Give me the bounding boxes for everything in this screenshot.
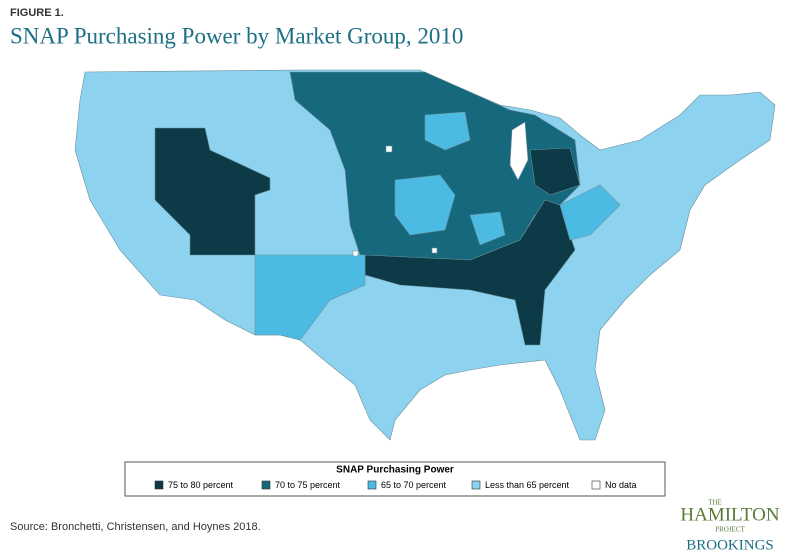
legend-label: 70 to 75 percent: [275, 480, 341, 490]
logo-project: PROJECT: [715, 526, 745, 534]
figure-label: FIGURE 1.: [10, 7, 64, 19]
region: [289, 71, 581, 261]
region: [394, 174, 456, 236]
legend-swatch: [471, 480, 481, 490]
logo: THE HAMILTON PROJECT BROOKINGS: [680, 499, 780, 554]
region: [431, 247, 438, 254]
legend-label: No data: [605, 480, 637, 490]
legend-label: Less than 65 percent: [485, 480, 570, 490]
region: [529, 147, 581, 196]
lake: [509, 121, 529, 181]
map: [74, 69, 776, 441]
region: [385, 145, 393, 153]
legend: SNAP Purchasing Power 75 to 80 percent 70…: [124, 461, 666, 497]
region: [559, 184, 621, 241]
legend-label: 75 to 80 percent: [168, 480, 234, 490]
legend-swatch: [154, 480, 164, 490]
region: [254, 254, 366, 341]
legend-swatch: [367, 480, 377, 490]
legend-box: [124, 461, 666, 497]
region: [424, 111, 471, 151]
logo-brookings: BROOKINGS: [686, 537, 774, 553]
title: SNAP Purchasing Power by Market Group, 2…: [10, 23, 463, 48]
source: Source: Bronchetti, Christensen, and Hoy…: [10, 521, 261, 533]
legend-swatch: [261, 480, 271, 490]
region: [352, 250, 359, 257]
legend-swatch: [591, 480, 601, 490]
legend-title: SNAP Purchasing Power: [336, 465, 454, 476]
region: [154, 127, 271, 256]
legend-label: 65 to 70 percent: [381, 480, 447, 490]
logo-the: THE: [708, 499, 722, 507]
region: [364, 199, 576, 346]
logo-hamilton: HAMILTON: [680, 504, 780, 525]
region: [469, 211, 506, 246]
